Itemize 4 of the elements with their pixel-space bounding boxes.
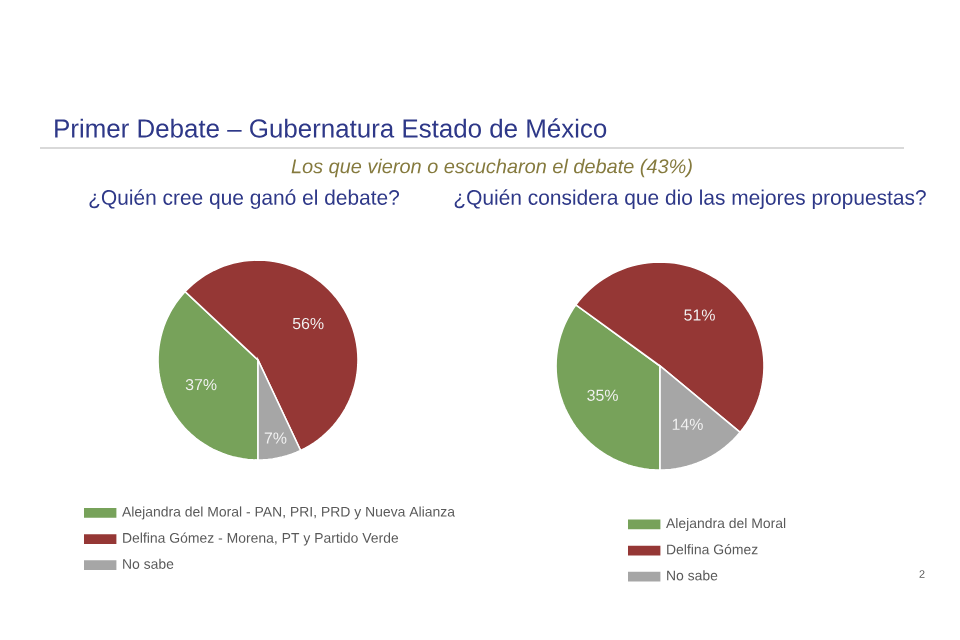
text: Los que vieron o escucharon el debate (43%) — [291, 158, 692, 178]
text: Primer Debate – Gubernatura Estado de México — [55, 118, 607, 138]
chart-title: ¿Quién considera que dio las mejores propuestas? — [454, 189, 926, 210]
chart-title: ¿Quién cree que ganó el debate? — [89, 189, 400, 210]
